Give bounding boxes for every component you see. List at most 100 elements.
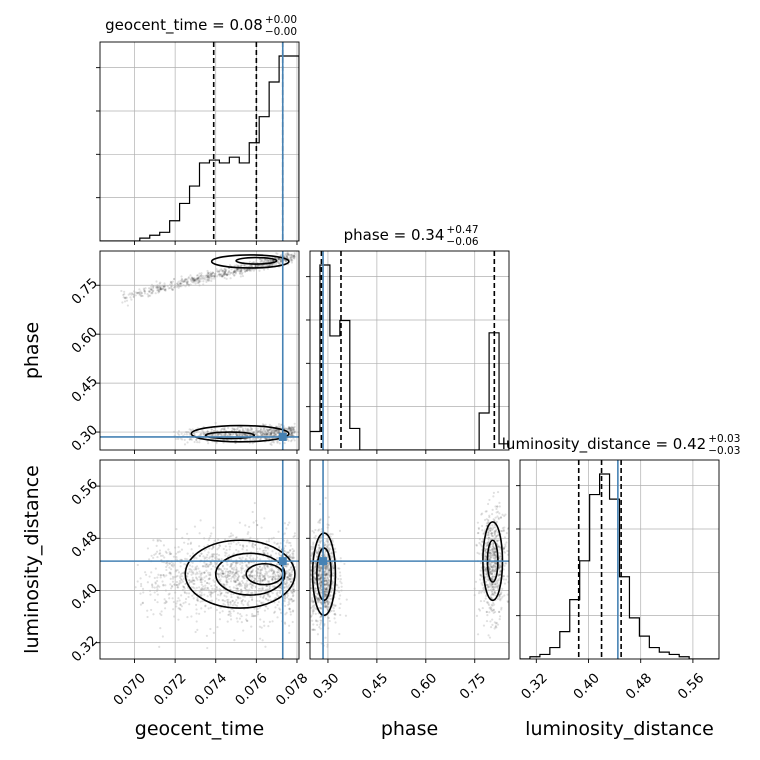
sample-point: [211, 274, 215, 277]
panel-title-upper-error: +0.03: [708, 433, 740, 445]
sample-point: [319, 568, 322, 572]
sample-point: [268, 428, 271, 431]
sample-point: [205, 569, 208, 572]
sample-point: [319, 554, 322, 557]
sample-point: [492, 535, 495, 538]
sample-point: [178, 282, 182, 285]
sample-point: [288, 599, 291, 602]
sample-point: [189, 541, 193, 544]
sample-point: [222, 274, 225, 277]
sample-point: [323, 566, 326, 570]
sample-point: [476, 521, 480, 524]
sample-point: [164, 601, 167, 604]
sample-point: [235, 568, 238, 572]
sample-point: [172, 565, 175, 568]
sample-point: [249, 592, 252, 595]
sample-point: [175, 575, 178, 578]
sample-point: [219, 544, 222, 548]
sample-point: [493, 590, 496, 594]
sample-point: [207, 272, 210, 276]
sample-point: [316, 633, 320, 636]
sample-point: [495, 585, 498, 589]
sample-point: [277, 257, 280, 261]
sample-point: [220, 592, 223, 595]
hist-bin: [219, 163, 229, 241]
sample-point: [262, 574, 266, 577]
sample-point: [491, 585, 494, 589]
sample-point: [316, 551, 319, 555]
sample-point: [148, 290, 151, 293]
sample-point: [164, 289, 167, 292]
sample-point: [246, 619, 249, 622]
sample-point: [334, 604, 337, 607]
sample-point: [291, 256, 294, 259]
sample-point: [276, 557, 279, 560]
sample-point: [158, 286, 162, 289]
sample-point: [325, 564, 328, 568]
sample-point: [304, 583, 306, 585]
sample-point: [277, 257, 280, 261]
sample-point: [491, 623, 494, 627]
sample-point: [319, 584, 322, 587]
sample-point: [144, 287, 147, 290]
sample-point: [156, 289, 159, 292]
panel-title: geocent_time = 0.08 +0.00−0.00: [105, 14, 297, 38]
panel-title: phase = 0.34 +0.47−0.06: [344, 224, 479, 248]
sample-point: [287, 428, 290, 431]
sample-point: [268, 428, 271, 431]
sample-point: [139, 290, 142, 293]
sample-point: [498, 577, 501, 580]
sample-point: [487, 602, 490, 605]
sample-point: [259, 587, 262, 590]
sample-point: [191, 576, 194, 579]
sample-point: [320, 619, 323, 622]
sample-point: [312, 623, 315, 626]
sample-point: [224, 570, 228, 573]
density-contour: [316, 547, 333, 602]
sample-point: [268, 595, 272, 598]
sample-point: [258, 600, 261, 603]
sample-point: [292, 556, 295, 560]
sample-point: [302, 580, 304, 582]
sample-point: [481, 529, 484, 532]
sample-point: [307, 529, 309, 531]
sample-point: [209, 595, 213, 598]
sample-point: [168, 571, 171, 575]
sample-point: [193, 582, 196, 586]
sample-point: [195, 612, 198, 615]
sample-point: [503, 551, 507, 554]
sample-point: [210, 272, 213, 275]
sample-point: [191, 561, 194, 564]
sample-point: [226, 434, 229, 437]
sample-point: [244, 427, 247, 430]
sample-point: [195, 274, 199, 277]
sample-point: [239, 591, 242, 594]
sample-point: [273, 601, 276, 604]
sample-point: [493, 548, 496, 551]
sample-point: [192, 571, 195, 574]
sample-point: [268, 575, 272, 578]
sample-point: [487, 518, 490, 522]
sample-point: [266, 429, 269, 432]
sample-point: [267, 599, 270, 602]
sample-point: [123, 296, 126, 300]
sample-point: [329, 548, 332, 551]
sample-point: [209, 273, 212, 276]
sample-point: [195, 280, 198, 283]
sample-point: [198, 590, 201, 593]
sample-point: [288, 429, 292, 432]
sample-point: [199, 580, 202, 584]
sample-point: [202, 432, 205, 435]
sample-point: [292, 594, 295, 597]
sample-point: [182, 602, 185, 605]
sample-point: [497, 578, 500, 581]
sample-point: [301, 596, 303, 598]
sample-point: [310, 545, 312, 548]
sample-point: [318, 606, 321, 610]
sample-point: [488, 551, 491, 554]
sample-point: [186, 575, 189, 578]
sample-point: [499, 557, 503, 561]
sample-point: [279, 258, 282, 261]
sample-point: [328, 619, 331, 623]
